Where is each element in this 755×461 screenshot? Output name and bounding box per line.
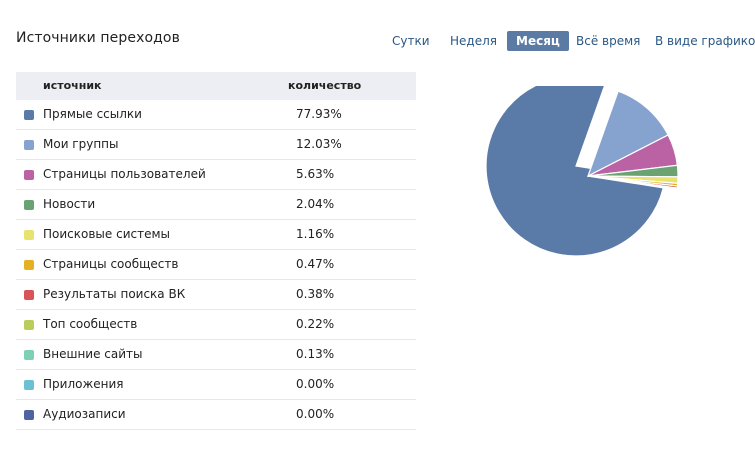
legend-swatch <box>24 410 34 420</box>
legend-swatch <box>24 380 34 390</box>
legend-swatch <box>24 320 34 330</box>
period-tabs: Сутки Неделя Месяц Всё время В виде граф… <box>0 31 755 53</box>
legend-swatch <box>24 200 34 210</box>
table-header: источник количество <box>16 72 416 100</box>
column-header-count[interactable]: количество <box>288 79 362 92</box>
legend-swatch <box>24 110 34 120</box>
pie-slice[interactable] <box>586 90 669 178</box>
table-row[interactable]: Приложения 0.00% <box>16 370 416 400</box>
source-percent: 0.13% <box>296 347 335 361</box>
pie-slice[interactable] <box>485 86 666 257</box>
legend-swatch <box>24 140 34 150</box>
source-percent: 77.93% <box>296 107 342 121</box>
source-name: Мои группы <box>43 137 119 151</box>
source-percent: 2.04% <box>296 197 335 211</box>
source-percent: 0.47% <box>296 257 335 271</box>
source-name: Результаты поиска ВК <box>43 287 186 301</box>
column-header-source[interactable]: источник <box>43 79 102 92</box>
table-row[interactable]: Внешние сайты 0.13% <box>16 340 416 370</box>
source-percent: 0.00% <box>296 377 335 391</box>
source-percent: 0.22% <box>296 317 335 331</box>
table-row[interactable]: Мои группы 12.03% <box>16 130 416 160</box>
table-row[interactable]: Результаты поиска ВК 0.38% <box>16 280 416 310</box>
source-name: Прямые ссылки <box>43 107 142 121</box>
source-percent: 12.03% <box>296 137 342 151</box>
legend-swatch <box>24 290 34 300</box>
tab-week[interactable]: Неделя <box>450 34 497 48</box>
tab-all-time[interactable]: Всё время <box>576 34 641 48</box>
table-row[interactable]: Поисковые системы 1.16% <box>16 220 416 250</box>
table-row[interactable]: Новости 2.04% <box>16 190 416 220</box>
source-name: Приложения <box>43 377 124 391</box>
source-percent: 1.16% <box>296 227 335 241</box>
table-body: Прямые ссылки 77.93% Мои группы 12.03% Стран… <box>16 100 416 430</box>
table-row[interactable]: Топ сообществ 0.22% <box>16 310 416 340</box>
source-name: Поисковые системы <box>43 227 170 241</box>
table-row[interactable]: Прямые ссылки 77.93% <box>16 100 416 130</box>
source-name: Страницы сообществ <box>43 257 179 271</box>
legend-swatch <box>24 350 34 360</box>
source-name: Новости <box>43 197 96 211</box>
sources-table: источник количество Прямые ссылки 77.93% М… <box>16 72 416 430</box>
pie-chart <box>485 86 679 257</box>
source-name: Страницы пользователей <box>43 167 206 181</box>
page-title: Источники переходов <box>16 30 180 46</box>
source-name: Внешние сайты <box>43 347 143 361</box>
pie-slice[interactable] <box>587 175 678 191</box>
legend-swatch <box>24 260 34 270</box>
tab-day[interactable]: Сутки <box>392 34 430 48</box>
tab-graphs-view[interactable]: В виде графиков <box>655 34 755 48</box>
table-row[interactable]: Страницы сообществ 0.47% <box>16 250 416 280</box>
legend-swatch <box>24 230 34 240</box>
tab-month[interactable]: Месяц <box>507 31 569 51</box>
source-percent: 0.38% <box>296 287 335 301</box>
source-percent: 5.63% <box>296 167 335 181</box>
legend-swatch <box>24 170 34 180</box>
source-name: Топ сообществ <box>43 317 138 331</box>
source-name: Аудиозаписи <box>43 407 126 421</box>
table-row[interactable]: Страницы пользователей 5.63% <box>16 160 416 190</box>
table-row[interactable]: Аудиозаписи 0.00% <box>16 400 416 430</box>
source-percent: 0.00% <box>296 407 335 421</box>
